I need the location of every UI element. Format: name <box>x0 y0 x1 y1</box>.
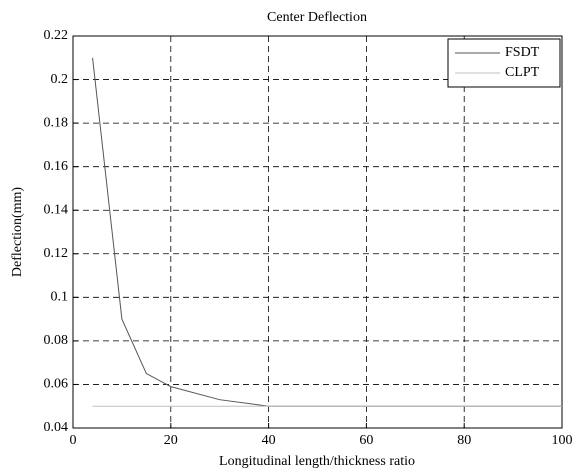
y-tick-label: 0.04 <box>44 420 69 435</box>
y-tick-label: 0.06 <box>44 377 69 392</box>
y-tick-label: 0.18 <box>44 115 69 130</box>
y-tick-label: 0.22 <box>44 28 69 43</box>
y-tick-label: 0.2 <box>51 72 69 87</box>
x-tick-label: 40 <box>262 433 276 448</box>
y-tick-label: 0.1 <box>51 290 69 305</box>
x-tick-label: 80 <box>457 433 471 448</box>
legend-label: CLPT <box>505 65 540 80</box>
y-tick-label: 0.08 <box>44 333 69 348</box>
x-tick-label: 0 <box>70 433 77 448</box>
x-tick-label: 60 <box>359 433 373 448</box>
chart-title: Center Deflection <box>267 10 367 25</box>
legend-box <box>447 38 561 88</box>
plot-area <box>73 36 562 428</box>
y-axis-label: Deflection(mm) <box>10 187 25 278</box>
x-tick-label: 100 <box>552 433 573 448</box>
x-axis-label: Longitudinal length/thickness ratio <box>219 454 415 469</box>
y-tick-label: 0.14 <box>44 202 69 217</box>
y-tick-label: 0.12 <box>44 246 69 261</box>
plot-frame <box>72 35 563 429</box>
x-tick-label: 20 <box>164 433 178 448</box>
legend-label: FSDT <box>505 45 540 60</box>
y-tick-label: 0.16 <box>44 159 69 174</box>
